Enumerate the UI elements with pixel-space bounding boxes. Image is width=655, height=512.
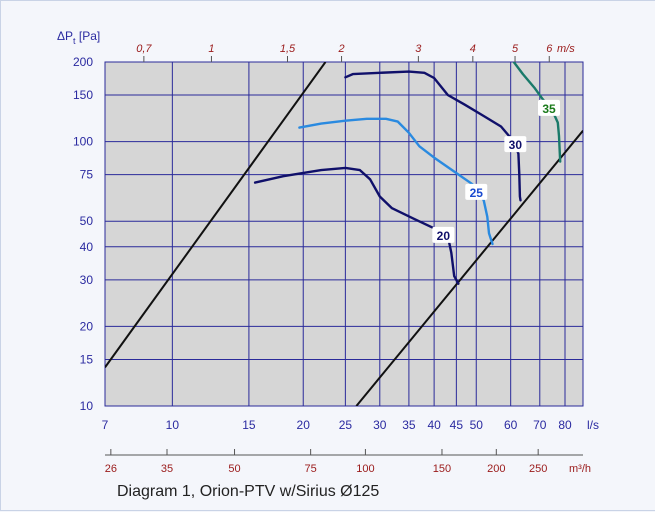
top-tick-label: 1,5: [280, 43, 296, 55]
y-tick-label: 15: [80, 352, 94, 366]
bottom2-tick-label: 200: [487, 463, 505, 475]
x-unit-label: l/s: [587, 418, 599, 432]
x-tick-label: 35: [402, 418, 416, 432]
top-tick-label: 3: [415, 43, 422, 55]
bottom2-tick-label: 50: [228, 463, 240, 475]
fan-curve-label: 25: [470, 186, 484, 200]
y-axis-label: ΔPt [Pa]: [57, 29, 100, 46]
fan-curve-label-bg: [504, 136, 527, 153]
x-tick-label: 20: [297, 418, 311, 432]
bottom2-tick-label: 26: [105, 463, 117, 475]
y-tick-label: 100: [73, 135, 93, 149]
x-tick-label: 7: [102, 418, 109, 432]
y-tick-label: 150: [73, 88, 93, 102]
fan-curve-label-bg: [465, 183, 488, 200]
y-tick-label: 20: [80, 319, 94, 333]
y-tick-label: 30: [80, 273, 94, 287]
x-tick-label: 25: [339, 418, 353, 432]
x-tick-label: 60: [504, 418, 518, 432]
x-tick-label: 50: [470, 418, 484, 432]
top-tick-label: 1: [208, 43, 214, 55]
fan-curve-label: 30: [509, 138, 523, 152]
top-tick-label: 4: [470, 43, 476, 55]
boundary-line: [355, 130, 583, 406]
top-tick-label: 6: [546, 43, 553, 55]
x-tick-label: 30: [373, 418, 387, 432]
bottom2-tick-label: 150: [433, 463, 451, 475]
y-tick-label: 75: [80, 168, 94, 182]
x-tick-label: 80: [558, 418, 572, 432]
fan-curve-label-bg: [432, 226, 455, 243]
fan-curve-20: [253, 166, 460, 285]
bottom2-unit-label: m³/h: [569, 463, 591, 475]
fan-curve-label: 20: [437, 229, 451, 243]
y-tick-label: 10: [80, 399, 94, 413]
top-tick-label: 0,7: [136, 43, 152, 55]
fan-curve-label-bg: [538, 99, 561, 116]
x-tick-label: 70: [533, 418, 547, 432]
y-tick-label: 50: [80, 214, 94, 228]
top-unit-label: m/s: [557, 43, 575, 55]
bottom2-tick-label: 250: [529, 463, 547, 475]
bottom2-tick-label: 100: [356, 463, 374, 475]
y-tick-label: 200: [73, 55, 93, 69]
bottom2-tick-label: 35: [161, 463, 173, 475]
fan-curve-30: [344, 70, 522, 202]
bottom2-tick-label: 75: [305, 463, 317, 475]
top-tick-label: 5: [512, 43, 519, 55]
x-tick-label: 10: [166, 418, 180, 432]
x-tick-label: 15: [242, 418, 256, 432]
top-tick-label: 2: [337, 43, 344, 55]
fan-curve-25: [298, 117, 494, 246]
x-tick-label: 40: [427, 418, 441, 432]
chart-title: Diagram 1, Orion-PTV w/Sirius Ø125: [117, 483, 379, 500]
plot-area: [104, 61, 584, 407]
fan-curve-label: 35: [542, 102, 556, 116]
boundary-line: [105, 62, 327, 368]
y-tick-label: 40: [80, 240, 94, 254]
x-tick-label: 45: [450, 418, 464, 432]
